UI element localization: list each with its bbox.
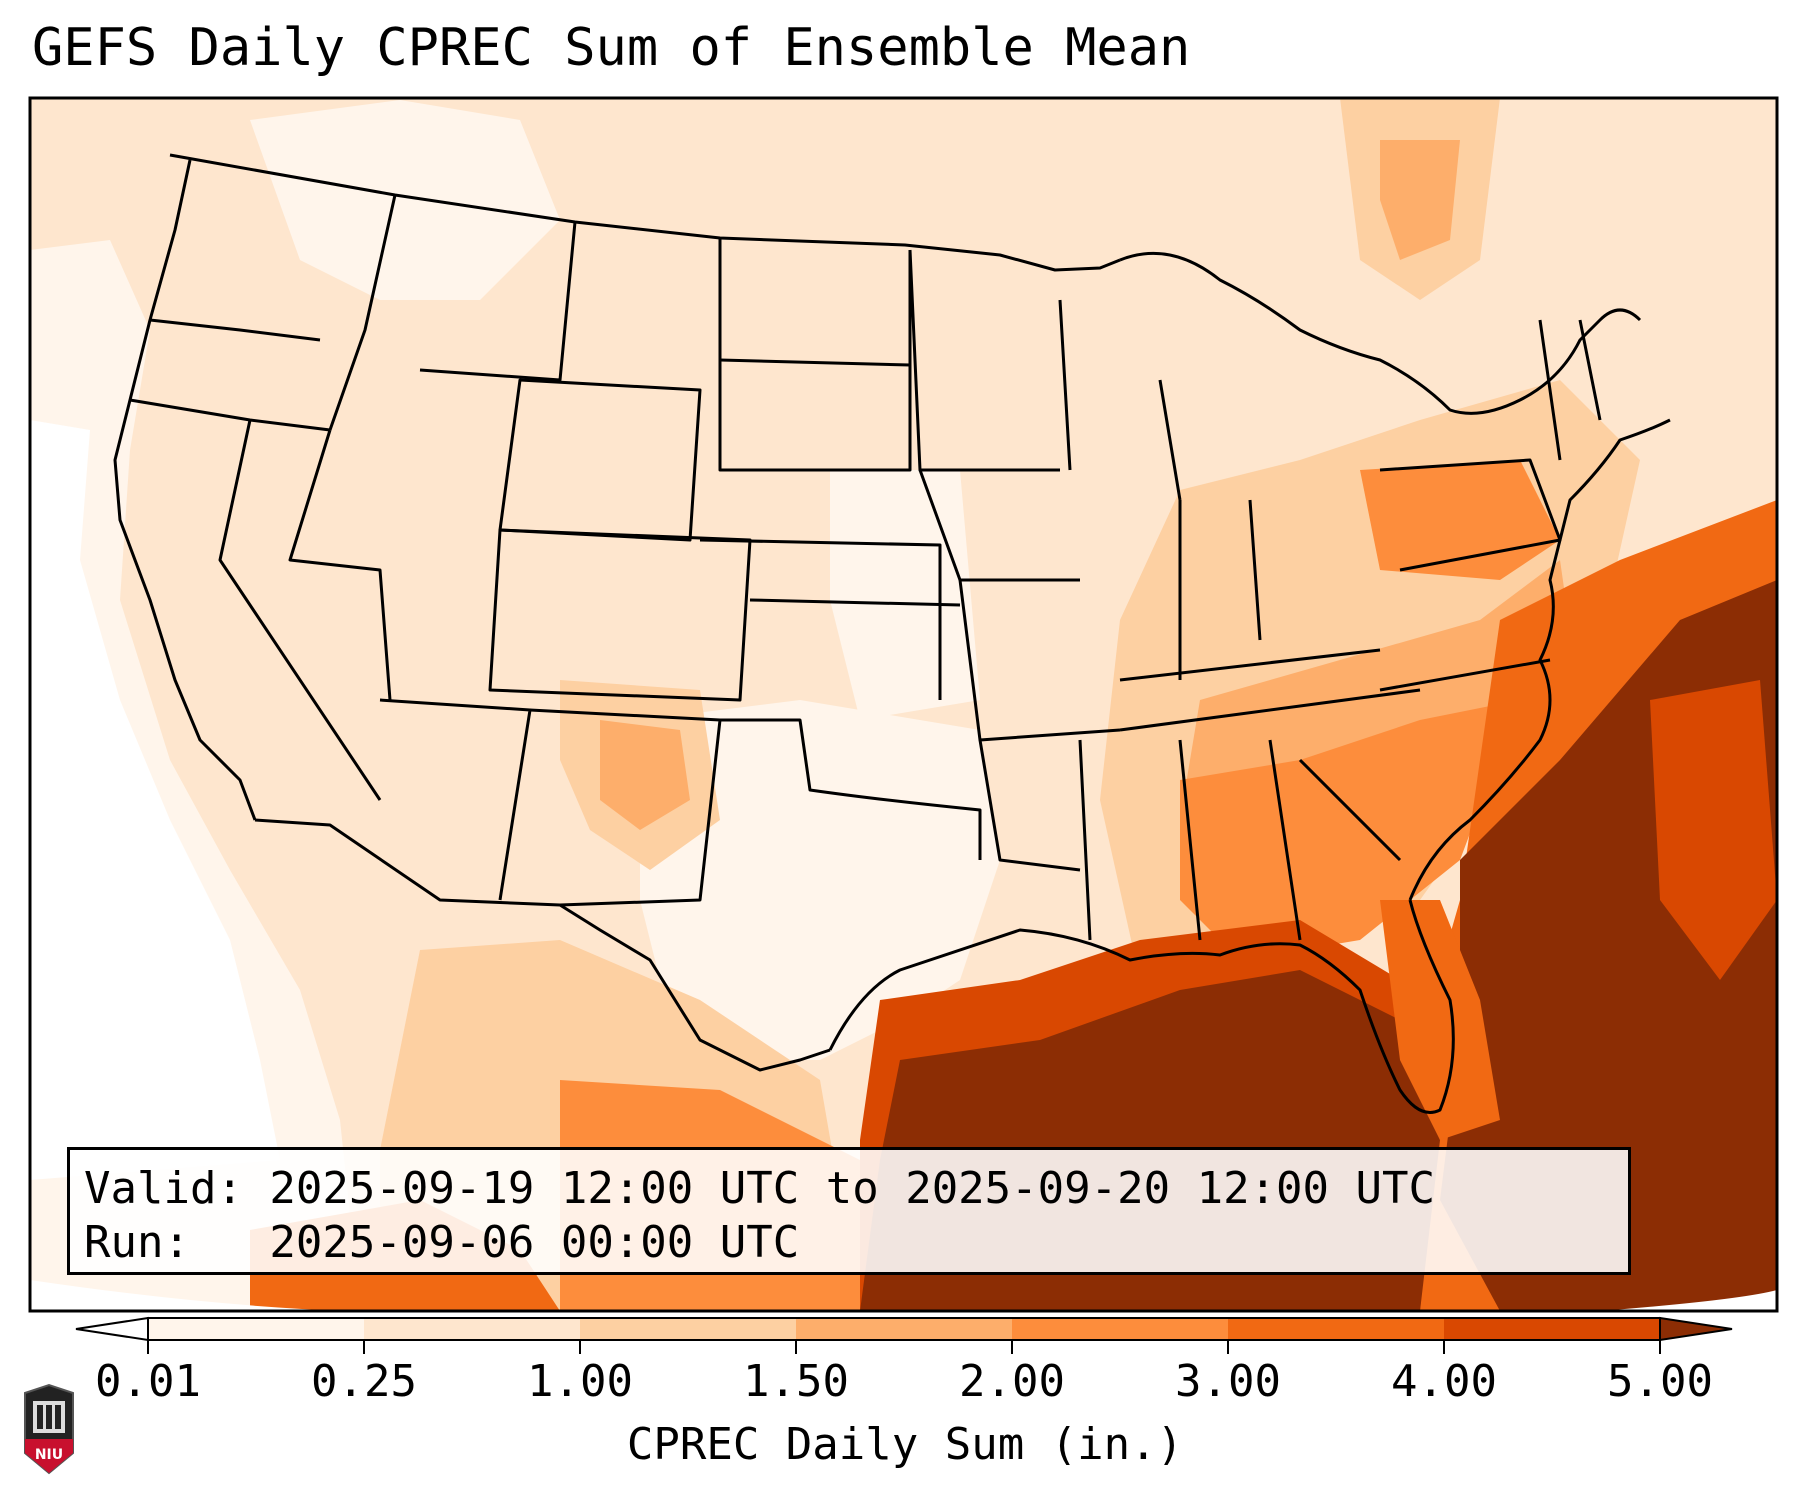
colorbar-over-extension [1659,1316,1733,1342]
plains-low-area [830,470,980,720]
texas-low-area [640,700,1000,1060]
colorbar-segment-6 [1444,1318,1661,1340]
nw-low-area [250,100,560,300]
ut-line [288,429,392,701]
co-line [488,528,752,702]
id-line [328,194,397,431]
east-dense-area [1180,700,1520,960]
colorbar-tick-label: 5.00 [1607,1356,1713,1407]
mt-line [419,221,577,382]
ar-la-line [978,739,1081,872]
pacific-white-area [30,420,280,1180]
colorbar [75,1316,1733,1354]
info-box: Valid: 2025-09-19 12:00 UTC to 2025-09-2… [67,1147,1631,1275]
colorbar-tick-label: 1.00 [527,1356,633,1407]
nm-high-area [600,720,690,830]
northeast-upper-high [1380,140,1460,260]
precip-field [30,98,1777,1311]
colorbar-segment-5 [1228,1318,1445,1340]
west-coast [113,159,257,821]
colorbar-segment-4 [1012,1318,1229,1340]
va-nc-line [1379,658,1551,692]
svg-text:NIU: NIU [35,1447,63,1463]
wy-line [498,378,702,542]
colorbar-tick-label: 4.00 [1391,1356,1497,1407]
colorbar-under-extension [75,1316,149,1342]
colorbar-segment-1 [364,1318,581,1340]
nv-line [218,419,382,801]
atlantic-coast [1408,418,1671,901]
colorbar-outline [147,1317,1661,1341]
run-time: Run: 2025-09-06 00:00 UTC [84,1217,800,1268]
wi-mi-line [1058,299,1182,501]
atlantic-inner-high [1650,680,1777,980]
ne-states-line [1538,319,1602,461]
ms-al-line [1078,739,1202,941]
us-mexico-border [254,818,831,1072]
ks-ok-line [749,598,961,607]
colorbar-tick-label: 2.00 [959,1356,1065,1407]
colorbar-segment-3 [796,1318,1013,1340]
colorbar-segment-0 [148,1318,365,1340]
tn-ky-line [1119,648,1421,732]
nd-sd-line [719,358,911,367]
nm-line [529,708,722,907]
valid-time: Valid: 2025-09-19 12:00 UTC to 2025-09-2… [84,1163,1436,1214]
niu-logo-icon: NIU [24,1383,74,1475]
map-frame [28,96,1779,1313]
ok-tx-line [720,718,982,860]
pa-ny-line [1379,458,1562,572]
page-title: GEFS Daily CPREC Sum of Ensemble Mean [32,18,1191,78]
oh-in-line [1178,499,1262,680]
map-frame-content [30,98,1777,1311]
dakotas-line [718,238,912,472]
colorbar-label: CPREC Daily Sum (in.) [626,1419,1184,1470]
projection-edge-right [1600,1290,1777,1311]
projection-edge-left [30,1280,500,1311]
ne-ks-line [699,538,942,700]
wa-or-line [149,318,321,342]
great-lakes-border [1119,251,1642,415]
colorbar-segment-2 [580,1318,797,1340]
gulf-coast [828,899,1455,1114]
colorbar-tick-label: 1.50 [743,1356,849,1407]
state-borders [113,153,1671,1114]
us-canada-border [169,153,1121,272]
colorbar-tick-label: 0.01 [95,1356,201,1407]
colorbar-tick-label: 0.25 [311,1356,417,1407]
florida-area [1380,900,1500,1140]
colorbar-tick-label: 3.00 [1175,1356,1281,1407]
ga-sc-line [1268,739,1402,941]
